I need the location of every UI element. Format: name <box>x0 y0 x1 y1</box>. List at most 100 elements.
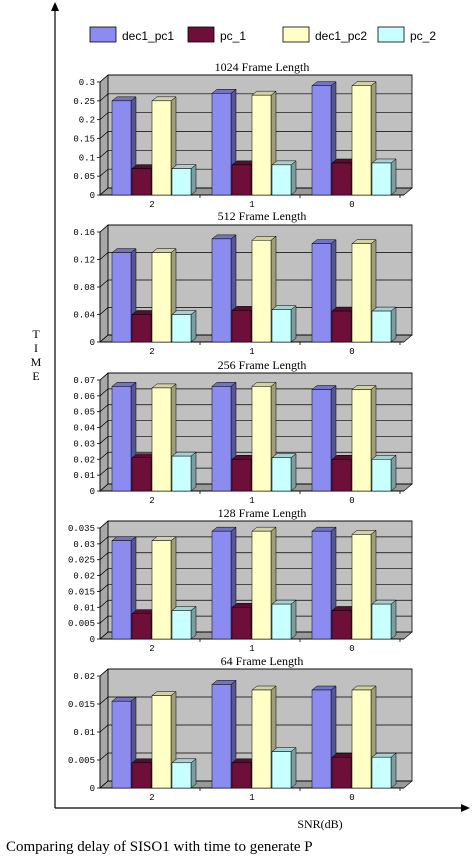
x-tick-label: 0 <box>349 496 354 506</box>
x-tick-label: 2 <box>149 200 154 210</box>
bar-side <box>190 309 197 343</box>
x-tick-label: 0 <box>349 200 354 210</box>
bar-front <box>111 700 132 789</box>
y-tick-label: 0.15 <box>73 135 95 145</box>
bar-front <box>111 386 132 492</box>
bar-front <box>311 530 332 640</box>
bar-pc_2-1 <box>271 747 297 789</box>
chart-title: 256 Frame Length <box>218 358 307 372</box>
bar-side <box>290 747 297 789</box>
bar-side <box>390 454 397 492</box>
bar-side <box>290 160 297 196</box>
y-tick-label: 0.01 <box>73 728 95 738</box>
bar-pc_2-1 <box>271 599 297 640</box>
legend-item-dec1_pc1: dec1_pc1 <box>89 26 174 43</box>
chart-title: 512 Frame Length <box>218 209 307 223</box>
bar-front <box>331 162 352 196</box>
bar-front <box>271 164 292 196</box>
bar-dec1_pc2-1 <box>251 685 277 789</box>
bar-pc_2-0 <box>371 599 397 640</box>
bar-dec1_pc1-1 <box>211 234 237 343</box>
chart-panel-3: 256 Frame Length 0 0.01 0.02 0.03 0.04 0.05 0.0… <box>73 358 413 506</box>
bar-front <box>211 530 232 640</box>
bar-side <box>390 158 397 196</box>
bar-pc_2-2 <box>171 451 197 492</box>
y-tick-label: 0.04 <box>73 424 95 434</box>
x-tick-label: 2 <box>149 644 154 654</box>
bar-pc_2-2 <box>171 309 197 343</box>
bar-front <box>351 243 372 343</box>
bar-front <box>211 93 232 196</box>
bar-front <box>251 240 272 343</box>
y-tick-label: 0.12 <box>73 256 95 266</box>
y-tick-label: 0.16 <box>73 228 95 238</box>
bar-front <box>171 455 192 492</box>
bar-front <box>251 689 272 789</box>
legend-label: dec1_pc1 <box>122 29 174 43</box>
bar-front <box>351 85 372 196</box>
bar-side <box>290 453 297 492</box>
bar-front <box>371 310 392 343</box>
y-tick-label: 0.2 <box>79 116 95 126</box>
legend-item-dec1_pc2: dec1_pc2 <box>282 26 367 43</box>
y-tick-label: 0.25 <box>73 97 95 107</box>
bar-dec1_pc1-2 <box>111 96 137 196</box>
y-axis-arrow <box>51 2 59 11</box>
legend-label: dec1_pc2 <box>315 29 367 43</box>
bar-pc_2-0 <box>371 158 397 196</box>
y-tick-label: 0.01 <box>73 471 95 481</box>
y-tick-label: 0.025 <box>68 556 95 566</box>
bar-front <box>211 684 232 789</box>
y-tick-label: 0.005 <box>68 756 95 766</box>
bar-side <box>190 164 197 196</box>
bar-side <box>390 306 397 343</box>
bar-front <box>171 314 192 343</box>
bar-front <box>131 168 152 196</box>
y-tick-label: 0 <box>90 191 95 201</box>
chart-title: 1024 Frame Length <box>215 60 310 74</box>
legend: dec1_pc1 pc_1 dec1_pc2 pc_2 <box>89 26 436 43</box>
chart-panel-2: 512 Frame Length 0 0.04 0.08 0.12 0.16 2 1 0 <box>73 209 413 357</box>
bar-front <box>311 243 332 343</box>
y-tick-label: 0.02 <box>73 455 95 465</box>
bar-pc_2-2 <box>171 164 197 196</box>
bar-front <box>111 100 132 196</box>
legend-swatch <box>377 26 405 43</box>
legend-item-pc_1: pc_1 <box>187 26 246 43</box>
bar-front <box>351 689 372 789</box>
legend-item-pc_2: pc_2 <box>377 26 436 43</box>
y-tick-label: 0.01 <box>73 603 95 613</box>
bar-pc_2-2 <box>171 758 197 789</box>
bar-front <box>111 540 132 640</box>
bar-pc_2-0 <box>371 752 397 789</box>
x-tick-label: 0 <box>349 644 354 654</box>
bar-front <box>251 386 272 492</box>
bar-front <box>151 252 172 343</box>
legend-swatch <box>89 26 117 43</box>
bar-front <box>271 457 292 492</box>
bar-front <box>111 252 132 343</box>
y-tick-label: 0.08 <box>73 283 95 293</box>
bar-front <box>311 85 332 196</box>
y-tick-label: 0.03 <box>73 439 95 449</box>
bar-front <box>331 610 352 640</box>
bar-front <box>371 603 392 640</box>
bar-pc_2-0 <box>371 306 397 343</box>
bar-front <box>151 695 172 789</box>
bar-front <box>211 238 232 343</box>
bar-front <box>331 310 352 343</box>
bar-side <box>190 605 197 640</box>
x-tick-label: 1 <box>249 644 254 654</box>
bar-front <box>331 756 352 789</box>
y-tick-label: 0.05 <box>73 172 95 182</box>
y-tick-label: 0.02 <box>73 672 95 682</box>
y-tick-label: 0.04 <box>73 311 95 321</box>
y-tick-label: 0.035 <box>68 524 95 534</box>
bar-front <box>231 607 252 640</box>
bar-front <box>251 94 272 196</box>
legend-swatch <box>187 26 215 43</box>
bar-front <box>331 459 352 492</box>
x-tick-label: 2 <box>149 793 154 803</box>
y-tick-label: 0.03 <box>73 540 95 550</box>
